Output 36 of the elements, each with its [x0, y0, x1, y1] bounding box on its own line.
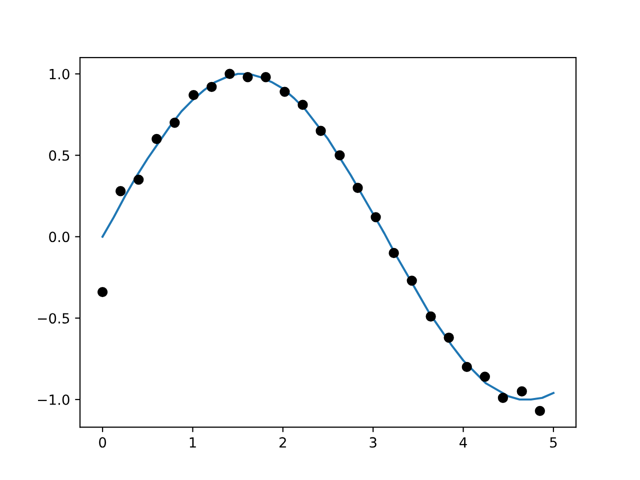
point — [170, 118, 180, 128]
point — [480, 372, 490, 382]
point — [462, 362, 472, 372]
point — [260, 72, 271, 82]
y-tick-label: 0.0 — [49, 232, 70, 242]
x-tick-label: 1 — [190, 437, 196, 448]
point — [406, 276, 417, 286]
y-tick-label: 0.5 — [49, 150, 70, 161]
point — [352, 182, 363, 193]
point — [224, 68, 235, 79]
point — [498, 392, 508, 403]
point — [426, 311, 436, 322]
point — [188, 90, 199, 100]
point — [115, 186, 126, 196]
point — [316, 126, 326, 136]
point — [298, 100, 308, 110]
y-tick-label: −1.0 — [38, 394, 70, 405]
x-tick-label: 5 — [550, 437, 557, 448]
point — [152, 134, 162, 144]
point — [242, 72, 253, 82]
point — [388, 248, 399, 258]
point — [534, 406, 546, 416]
point — [206, 82, 217, 92]
point — [280, 86, 290, 97]
point — [516, 386, 527, 396]
y-tick-label: 1.0 — [50, 68, 70, 80]
y-tick-label: −0.5 — [38, 313, 70, 324]
point — [334, 150, 345, 160]
point — [134, 174, 144, 185]
point — [370, 212, 381, 222]
x-tick-label: 3 — [370, 437, 376, 448]
x-tick-label: 2 — [280, 437, 286, 448]
x-tick-label: 0 — [99, 437, 106, 448]
point — [444, 332, 454, 343]
x-tick-label: 4 — [460, 437, 467, 448]
point — [97, 286, 108, 298]
